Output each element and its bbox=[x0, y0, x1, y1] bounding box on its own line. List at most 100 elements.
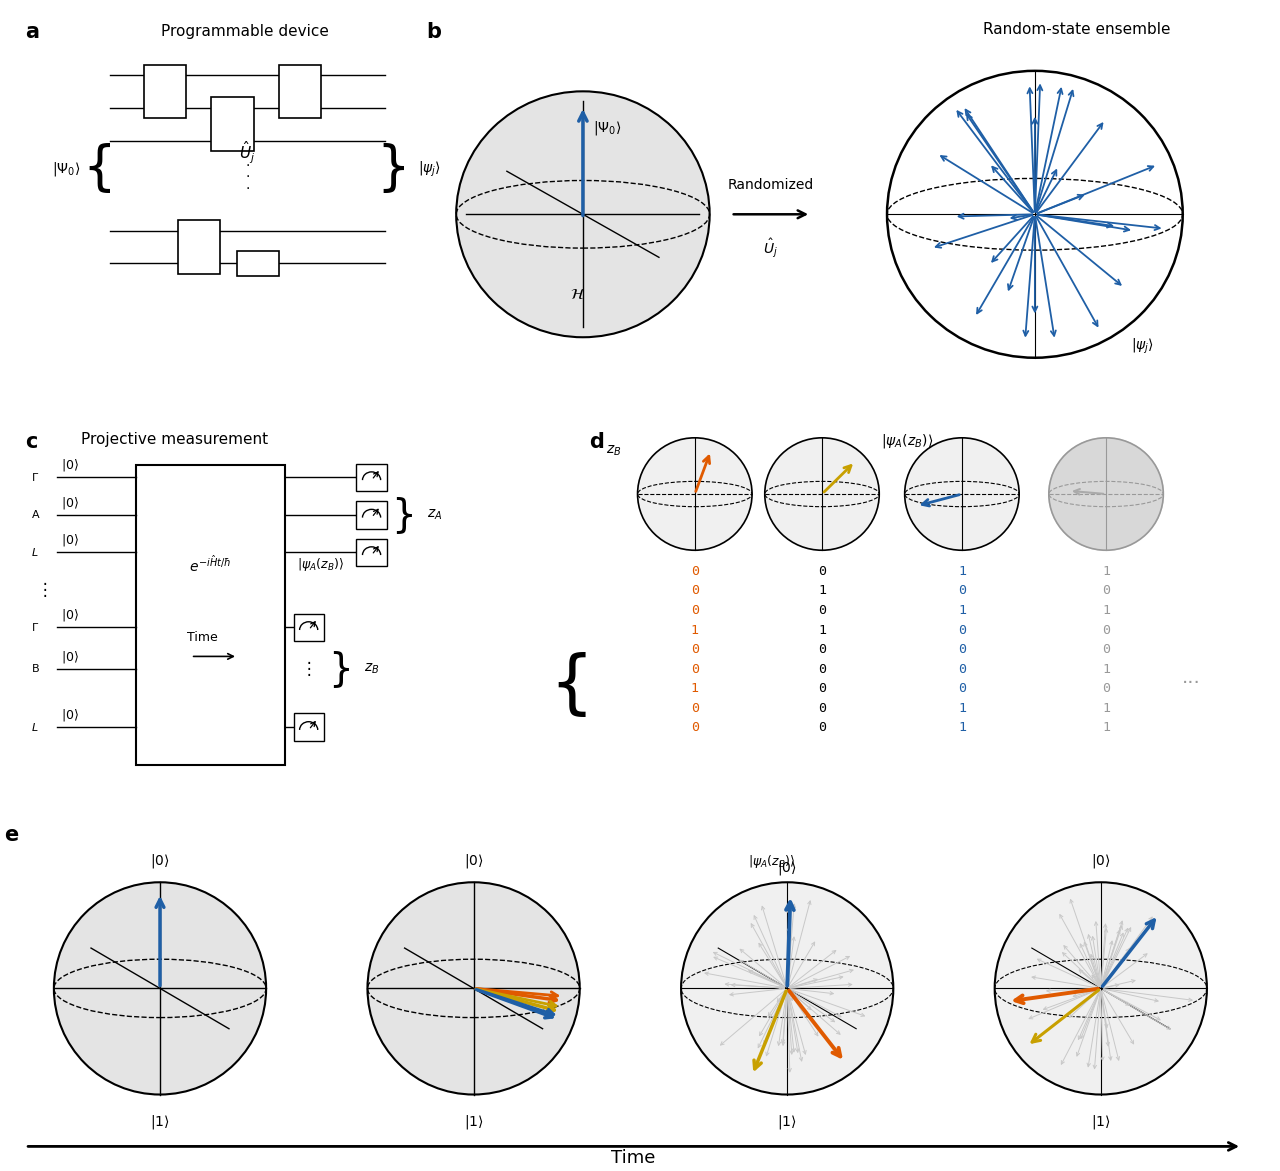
Text: 0: 0 bbox=[818, 564, 826, 577]
Text: $|\Psi_0\rangle$: $|\Psi_0\rangle$ bbox=[594, 119, 622, 137]
Text: $z_B$: $z_B$ bbox=[605, 444, 621, 459]
Text: 0: 0 bbox=[691, 604, 699, 617]
Bar bbox=[293, 713, 324, 741]
Circle shape bbox=[456, 91, 709, 337]
Circle shape bbox=[681, 882, 893, 1095]
Text: $|1\rangle$: $|1\rangle$ bbox=[463, 1112, 484, 1130]
Text: 1: 1 bbox=[691, 623, 699, 637]
Text: $|0\rangle$: $|0\rangle$ bbox=[463, 851, 484, 870]
Text: 0: 0 bbox=[957, 643, 966, 656]
Text: $\hat{U}_j$: $\hat{U}_j$ bbox=[763, 237, 778, 260]
Text: $\hat{U}_j$: $\hat{U}_j$ bbox=[239, 139, 256, 166]
Text: ·
·
·: · · · bbox=[246, 158, 250, 197]
Text: 1: 1 bbox=[1102, 721, 1110, 734]
Text: $|0\rangle$: $|0\rangle$ bbox=[61, 494, 79, 511]
Text: {: { bbox=[549, 652, 594, 719]
Bar bbox=[211, 97, 253, 151]
Text: ⋮: ⋮ bbox=[301, 660, 317, 678]
Text: $L$: $L$ bbox=[32, 547, 38, 559]
Text: 1: 1 bbox=[691, 683, 699, 696]
Bar bbox=[356, 539, 387, 566]
Text: 0: 0 bbox=[691, 643, 699, 656]
Text: $z_A$: $z_A$ bbox=[426, 508, 442, 522]
Text: Time: Time bbox=[187, 631, 218, 644]
Text: 0: 0 bbox=[691, 584, 699, 597]
Bar bbox=[178, 220, 220, 274]
Text: a: a bbox=[26, 22, 40, 42]
Circle shape bbox=[367, 882, 580, 1095]
Text: e: e bbox=[4, 824, 18, 845]
Text: {: { bbox=[83, 143, 116, 196]
Text: $L$: $L$ bbox=[32, 721, 38, 733]
Text: 0: 0 bbox=[818, 721, 826, 734]
Text: $|1\rangle$: $|1\rangle$ bbox=[150, 1112, 170, 1130]
Text: 1: 1 bbox=[1102, 663, 1110, 676]
Text: 0: 0 bbox=[691, 721, 699, 734]
Text: b: b bbox=[426, 22, 442, 42]
Text: c: c bbox=[26, 432, 38, 452]
Text: $|\psi_j\rangle$: $|\psi_j\rangle$ bbox=[419, 159, 442, 179]
Text: 0: 0 bbox=[957, 623, 966, 637]
Text: $|\psi_j\rangle$: $|\psi_j\rangle$ bbox=[1132, 336, 1155, 356]
Text: $z_B$: $z_B$ bbox=[364, 662, 379, 676]
Text: 1: 1 bbox=[1102, 604, 1110, 617]
Text: $e^{-i\hat{H}t/\hbar}$: $e^{-i\hat{H}t/\hbar}$ bbox=[189, 554, 232, 575]
Text: 0: 0 bbox=[957, 683, 966, 696]
Circle shape bbox=[637, 438, 753, 550]
Text: ⋮: ⋮ bbox=[37, 581, 54, 598]
Bar bbox=[237, 252, 279, 275]
Text: 0: 0 bbox=[691, 663, 699, 676]
Text: d: d bbox=[589, 432, 604, 452]
Text: 0: 0 bbox=[818, 701, 826, 714]
Text: $|0\rangle$: $|0\rangle$ bbox=[61, 607, 79, 623]
Text: B: B bbox=[32, 664, 40, 673]
Text: 0: 0 bbox=[691, 564, 699, 577]
Text: $|\psi_A(z_B)\rangle$: $|\psi_A(z_B)\rangle$ bbox=[748, 852, 795, 870]
Circle shape bbox=[905, 438, 1019, 550]
Text: 0: 0 bbox=[1102, 623, 1110, 637]
Text: Random-state ensemble: Random-state ensemble bbox=[983, 22, 1171, 36]
Text: 0: 0 bbox=[818, 663, 826, 676]
Bar bbox=[293, 614, 324, 641]
Text: $|0\rangle$: $|0\rangle$ bbox=[61, 532, 79, 548]
Text: 1: 1 bbox=[957, 604, 966, 617]
Text: Programmable device: Programmable device bbox=[161, 23, 329, 39]
Text: 0: 0 bbox=[818, 683, 826, 696]
Bar bbox=[136, 465, 285, 765]
Bar bbox=[143, 64, 186, 118]
Text: 0: 0 bbox=[818, 604, 826, 617]
Text: 0: 0 bbox=[818, 643, 826, 656]
Text: 0: 0 bbox=[957, 584, 966, 597]
Text: 0: 0 bbox=[957, 663, 966, 676]
Text: 1: 1 bbox=[957, 701, 966, 714]
Text: Randomized: Randomized bbox=[728, 178, 814, 192]
Circle shape bbox=[54, 882, 266, 1095]
Text: 0: 0 bbox=[691, 701, 699, 714]
Bar bbox=[279, 64, 321, 118]
Text: ...: ... bbox=[1181, 667, 1201, 686]
Text: $|0\rangle$: $|0\rangle$ bbox=[150, 851, 170, 870]
Text: }: } bbox=[390, 495, 416, 534]
Circle shape bbox=[764, 438, 879, 550]
Text: $|0\rangle$: $|0\rangle$ bbox=[1091, 851, 1111, 870]
Circle shape bbox=[887, 71, 1183, 358]
Text: 0: 0 bbox=[1102, 584, 1110, 597]
Text: $|1\rangle$: $|1\rangle$ bbox=[1091, 1112, 1111, 1130]
Circle shape bbox=[995, 882, 1207, 1095]
Text: }: } bbox=[328, 650, 352, 687]
Text: $|0\rangle$: $|0\rangle$ bbox=[777, 860, 797, 877]
Text: }: } bbox=[376, 143, 410, 196]
Text: $|\Psi_0\rangle$: $|\Psi_0\rangle$ bbox=[52, 160, 81, 178]
Text: $|0\rangle$: $|0\rangle$ bbox=[61, 649, 79, 665]
Text: 1: 1 bbox=[1102, 564, 1110, 577]
Text: 1: 1 bbox=[818, 623, 826, 637]
Text: 0: 0 bbox=[1102, 643, 1110, 656]
Text: 1: 1 bbox=[1102, 701, 1110, 714]
Text: $\Gamma$: $\Gamma$ bbox=[32, 472, 40, 484]
Text: $\Gamma$: $\Gamma$ bbox=[32, 622, 40, 634]
Text: 1: 1 bbox=[957, 721, 966, 734]
Circle shape bbox=[1048, 438, 1164, 550]
Bar bbox=[356, 501, 387, 528]
Text: Time: Time bbox=[612, 1150, 655, 1167]
Bar bbox=[356, 464, 387, 491]
